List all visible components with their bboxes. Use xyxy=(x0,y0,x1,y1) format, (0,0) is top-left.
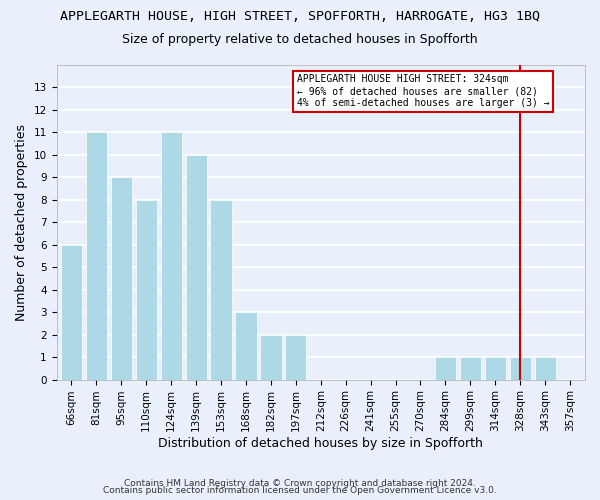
Text: Contains public sector information licensed under the Open Government Licence v3: Contains public sector information licen… xyxy=(103,486,497,495)
Bar xyxy=(509,357,531,380)
Bar xyxy=(485,357,506,380)
Bar xyxy=(460,357,481,380)
Text: APPLEGARTH HOUSE, HIGH STREET, SPOFFORTH, HARROGATE, HG3 1BQ: APPLEGARTH HOUSE, HIGH STREET, SPOFFORTH… xyxy=(60,10,540,23)
Bar xyxy=(136,200,157,380)
Bar xyxy=(435,357,456,380)
Bar xyxy=(260,334,281,380)
Bar xyxy=(111,178,132,380)
Text: Size of property relative to detached houses in Spofforth: Size of property relative to detached ho… xyxy=(122,32,478,46)
Bar xyxy=(235,312,257,380)
Y-axis label: Number of detached properties: Number of detached properties xyxy=(15,124,28,321)
Bar xyxy=(285,334,307,380)
Bar xyxy=(185,155,207,380)
Bar xyxy=(86,132,107,380)
Bar xyxy=(535,357,556,380)
Bar xyxy=(211,200,232,380)
Bar xyxy=(161,132,182,380)
Bar xyxy=(61,245,82,380)
Text: APPLEGARTH HOUSE HIGH STREET: 324sqm
← 96% of detached houses are smaller (82)
4: APPLEGARTH HOUSE HIGH STREET: 324sqm ← 9… xyxy=(297,74,550,108)
X-axis label: Distribution of detached houses by size in Spofforth: Distribution of detached houses by size … xyxy=(158,437,483,450)
Text: Contains HM Land Registry data © Crown copyright and database right 2024.: Contains HM Land Registry data © Crown c… xyxy=(124,478,476,488)
